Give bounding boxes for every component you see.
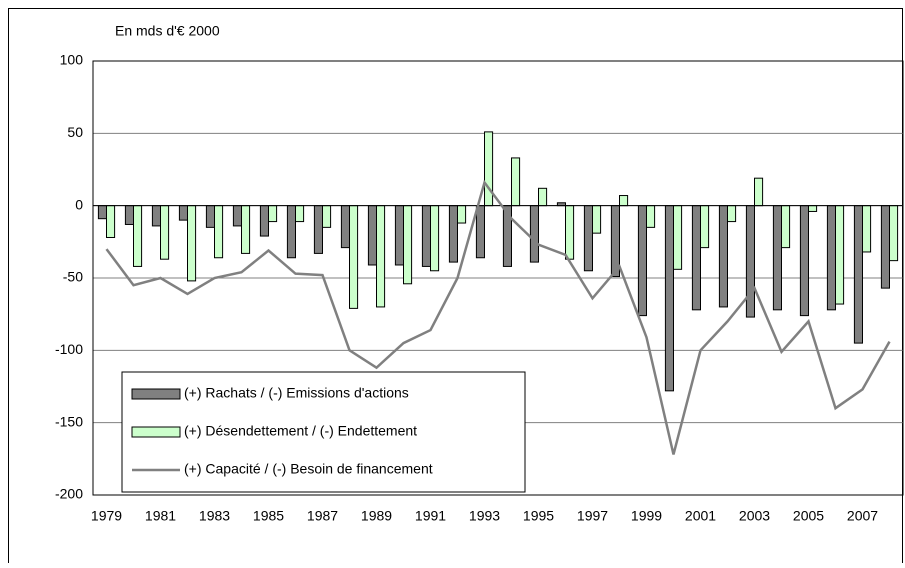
- bar: [295, 205, 305, 223]
- bar: [727, 205, 737, 223]
- bar: [853, 205, 864, 344]
- bar: [313, 205, 323, 254]
- bar: [511, 157, 521, 207]
- y-tick-label: -200: [55, 486, 83, 502]
- unit-label: En mds d'€ 2000: [115, 23, 220, 39]
- bar: [835, 205, 845, 305]
- x-tick-label: 2001: [685, 508, 716, 524]
- bar: [691, 205, 702, 311]
- x-tick-label: 1999: [631, 508, 662, 524]
- x-tick-label: 1981: [145, 508, 176, 524]
- legend-swatch: [131, 426, 181, 438]
- bar: [799, 205, 810, 317]
- bar: [259, 205, 269, 237]
- legend-label: (+) Rachats / (-) Emissions d'actions: [184, 385, 409, 401]
- bar: [826, 205, 837, 311]
- bar: [592, 205, 602, 234]
- bar: [637, 205, 648, 317]
- line: [105, 179, 891, 455]
- bar: [610, 205, 621, 278]
- bar: [430, 205, 440, 272]
- bar: [286, 205, 296, 259]
- bar: [700, 205, 710, 249]
- x-tick-label: 1995: [523, 508, 554, 524]
- bar: [160, 205, 170, 260]
- x-tick-label: 1985: [253, 508, 284, 524]
- bar: [718, 205, 729, 308]
- y-tick-label: 50: [67, 124, 83, 140]
- x-tick-label: 1989: [361, 508, 392, 524]
- x-tick-label: 1993: [469, 508, 500, 524]
- bar: [340, 205, 350, 249]
- y-tick-label: 100: [60, 52, 84, 68]
- bar: [538, 187, 548, 207]
- bar: [394, 205, 404, 266]
- bar: [178, 205, 188, 221]
- bar: [664, 205, 675, 392]
- bar: [133, 205, 143, 267]
- bar: [745, 205, 756, 318]
- bar: [565, 205, 575, 260]
- bar: [862, 205, 872, 253]
- legend-label: (+) Capacité / (-) Besoin de financement: [184, 461, 433, 477]
- legend-swatch: [131, 388, 181, 400]
- bar: [349, 205, 359, 309]
- bar: [241, 205, 251, 254]
- bar: [232, 205, 242, 227]
- bar: [673, 205, 683, 270]
- x-tick-label: 1987: [307, 508, 338, 524]
- y-tick-label: -150: [55, 413, 83, 429]
- bar: [754, 177, 764, 207]
- bar: [475, 205, 485, 259]
- bar: [772, 205, 783, 311]
- bar: [97, 205, 108, 220]
- bar: [421, 205, 431, 267]
- bar: [322, 205, 332, 228]
- x-tick-label: 1983: [199, 508, 230, 524]
- bar: [214, 205, 224, 259]
- bar: [151, 205, 161, 227]
- legend-label: (+) Désendettement / (-) Endettement: [184, 423, 417, 439]
- x-tick-label: 1997: [577, 508, 608, 524]
- bar: [583, 205, 594, 272]
- bar: [268, 205, 278, 223]
- bar: [889, 205, 899, 262]
- bar: [781, 205, 791, 249]
- bar: [457, 205, 467, 224]
- bar: [484, 131, 494, 207]
- bar: [808, 205, 818, 212]
- x-tick-label: 1991: [415, 508, 446, 524]
- bar: [880, 205, 891, 289]
- bar: [646, 205, 656, 228]
- plot-frame: [92, 60, 904, 496]
- bar: [403, 205, 413, 285]
- x-tick-label: 2005: [793, 508, 824, 524]
- y-tick-label: -50: [63, 269, 83, 285]
- bar: [619, 195, 629, 207]
- legend-box: [121, 371, 526, 493]
- x-tick-label: 2003: [739, 508, 770, 524]
- y-tick-label: 0: [75, 196, 83, 212]
- x-tick-label: 1979: [91, 508, 122, 524]
- bar: [187, 205, 197, 282]
- bar: [448, 205, 458, 263]
- bar: [205, 205, 215, 228]
- y-tick-label: -100: [55, 341, 83, 357]
- bar: [124, 205, 135, 225]
- bar: [367, 205, 377, 266]
- bar: [106, 205, 116, 238]
- x-tick-label: 2007: [847, 508, 878, 524]
- bar: [529, 205, 540, 263]
- bar: [376, 205, 386, 308]
